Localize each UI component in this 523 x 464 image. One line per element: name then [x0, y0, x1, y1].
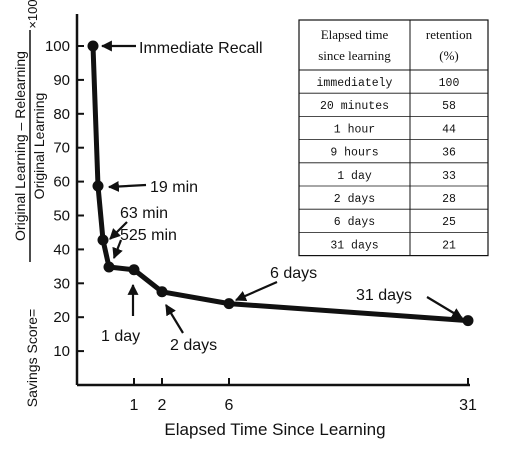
- table-cell-time: 2 days: [334, 193, 375, 206]
- data-point-6-days: [223, 298, 235, 310]
- retention-table: Elapsed time since learning retention (%) im…: [298, 19, 489, 257]
- y-tick-label: 50: [53, 208, 70, 225]
- data-point-1-day: [128, 264, 140, 276]
- data-point-31-days: [462, 315, 474, 327]
- table-cell-retention: 44: [442, 123, 456, 136]
- x-tick-label: 1: [130, 397, 139, 414]
- data-point-525-min: [103, 261, 115, 273]
- arrow-31-days: [426, 296, 463, 319]
- table-cell-time: 1 day: [337, 170, 372, 183]
- table-cell-time: 6 days: [334, 216, 375, 229]
- x-axis-ticks: 1 2 6 31: [130, 378, 477, 414]
- data-points: [87, 40, 474, 327]
- table-cell-retention: 25: [442, 216, 456, 229]
- x-axis-title: Elapsed Time Since Learning: [164, 420, 385, 439]
- label-63-min: 63 min: [120, 205, 168, 222]
- arrow-19-min: [107, 180, 147, 192]
- table-cell-retention: 28: [442, 193, 456, 206]
- table-header-col2-line: (%): [439, 48, 459, 63]
- series-line-savings: [90, 43, 471, 324]
- y-tick-label: 40: [53, 241, 70, 258]
- annotation-arrows: [100, 40, 463, 334]
- table-header-col1-line: Elapsed time: [321, 27, 389, 42]
- y-title-prefix: Savings Score=: [24, 309, 40, 407]
- label-2-days: 2 days: [170, 337, 217, 354]
- y-tick-label: 100: [45, 38, 70, 55]
- y-title-multiplier: ×100: [25, 0, 40, 29]
- label-6-days: 6 days: [270, 265, 317, 282]
- table-cell-time: 31 days: [330, 239, 378, 252]
- table-cell-time: immediately: [317, 77, 393, 90]
- label-31-days: 31 days: [356, 287, 412, 304]
- arrow-63-min: [109, 221, 128, 240]
- label-525-min: 525 min: [120, 227, 177, 244]
- table-cell-retention: 21: [442, 239, 456, 252]
- y-title-denominator: Original Learning: [31, 93, 47, 200]
- table-cell-retention: 58: [442, 100, 456, 113]
- label-19-min: 19 min: [150, 179, 198, 196]
- label-1-day: 1 day: [101, 328, 140, 345]
- arrow-6-days: [234, 280, 278, 302]
- x-tick-label: 31: [459, 397, 477, 414]
- table-cell-retention: 36: [442, 147, 456, 160]
- arrow-2-days: [165, 304, 184, 334]
- table-cell-time: 1 hour: [334, 123, 375, 136]
- y-axis-title: Savings Score= Original Learning – Relea…: [12, 0, 47, 407]
- y-tick-label: 60: [53, 174, 70, 191]
- y-tick-label: 80: [53, 106, 70, 123]
- y-title-numerator: Original Learning – Relearning: [12, 51, 28, 241]
- x-tick-label: 6: [225, 397, 234, 414]
- y-tick-label: 30: [53, 275, 70, 292]
- table-cell-retention: 100: [439, 77, 460, 90]
- data-point-2-days: [156, 286, 168, 298]
- table-cell-retention: 33: [442, 170, 456, 183]
- y-tick-label: 70: [53, 140, 70, 157]
- y-tick-label: 90: [53, 72, 70, 89]
- x-tick-label: 2: [158, 397, 167, 414]
- table-cell-time: 9 hours: [330, 147, 378, 160]
- table-border: [298, 19, 489, 257]
- y-tick-label: 10: [53, 343, 70, 360]
- table-cell-time: 20 minutes: [320, 100, 389, 113]
- arrow-525-min: [112, 239, 123, 260]
- table-header-col1-line: since learning: [318, 48, 391, 63]
- y-axis-ticks: 10 20 30 40 50 60 70 80 90 100: [45, 38, 84, 360]
- y-tick-label: 20: [53, 309, 70, 326]
- annotation-labels: Immediate Recall 19 min 63 min 525 min 1…: [101, 40, 412, 354]
- data-point-immediate-recall: [87, 40, 99, 52]
- label-immediate-recall: Immediate Recall: [139, 40, 263, 57]
- table-header-col2-line: retention: [426, 27, 473, 42]
- data-point-63-min: [97, 234, 109, 246]
- data-point-19-min: [92, 180, 104, 192]
